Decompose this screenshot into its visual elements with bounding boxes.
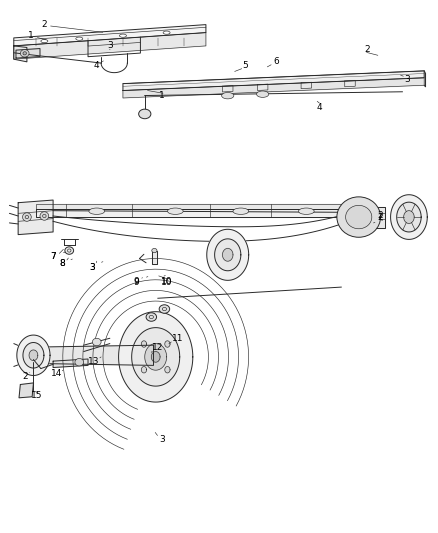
Ellipse shape <box>22 213 31 221</box>
Ellipse shape <box>152 248 157 253</box>
Ellipse shape <box>120 34 127 37</box>
Ellipse shape <box>76 37 83 41</box>
Text: 10: 10 <box>161 278 173 287</box>
Polygon shape <box>123 78 424 98</box>
Polygon shape <box>165 341 170 347</box>
Polygon shape <box>165 367 170 373</box>
Polygon shape <box>35 204 341 209</box>
Polygon shape <box>35 209 341 216</box>
Polygon shape <box>145 344 166 370</box>
Polygon shape <box>391 195 427 239</box>
Ellipse shape <box>146 313 156 321</box>
Text: 2: 2 <box>42 20 47 29</box>
Text: 12: 12 <box>152 343 163 352</box>
Ellipse shape <box>40 212 49 220</box>
Ellipse shape <box>159 305 170 313</box>
Polygon shape <box>141 367 147 373</box>
Text: 11: 11 <box>172 334 183 343</box>
Polygon shape <box>16 49 40 58</box>
Text: 4: 4 <box>94 61 99 70</box>
Polygon shape <box>223 248 233 261</box>
Polygon shape <box>22 345 153 366</box>
Text: 7: 7 <box>50 253 56 261</box>
Ellipse shape <box>233 208 249 214</box>
Polygon shape <box>258 84 268 91</box>
Text: 9: 9 <box>133 277 139 286</box>
Polygon shape <box>215 239 241 271</box>
Ellipse shape <box>92 338 101 346</box>
Text: 3: 3 <box>404 75 410 84</box>
Text: 3: 3 <box>89 263 95 272</box>
Ellipse shape <box>167 208 183 214</box>
Text: 2: 2 <box>378 213 383 222</box>
Polygon shape <box>424 71 426 87</box>
Polygon shape <box>132 328 180 386</box>
Text: 1: 1 <box>159 91 165 100</box>
Text: 3: 3 <box>107 41 113 50</box>
Ellipse shape <box>163 31 170 34</box>
Text: 4: 4 <box>317 102 322 111</box>
Polygon shape <box>19 383 33 398</box>
Ellipse shape <box>89 208 105 214</box>
Ellipse shape <box>139 109 151 119</box>
Ellipse shape <box>346 205 372 229</box>
Polygon shape <box>341 207 385 228</box>
Text: 14: 14 <box>51 369 62 378</box>
Polygon shape <box>53 359 88 368</box>
Text: 15: 15 <box>31 391 42 400</box>
Polygon shape <box>404 211 414 223</box>
Text: 2: 2 <box>365 45 370 54</box>
Text: 8: 8 <box>59 260 65 268</box>
Text: 2: 2 <box>378 211 383 220</box>
Text: 6: 6 <box>273 57 279 66</box>
Polygon shape <box>119 312 193 402</box>
Text: 13: 13 <box>88 357 100 366</box>
Text: 1: 1 <box>28 31 34 40</box>
Text: 10: 10 <box>161 277 173 286</box>
Polygon shape <box>152 251 157 264</box>
Ellipse shape <box>222 93 234 99</box>
Ellipse shape <box>337 197 381 237</box>
Polygon shape <box>141 341 147 347</box>
Ellipse shape <box>75 359 84 366</box>
Polygon shape <box>345 80 355 87</box>
Text: 9: 9 <box>133 278 139 287</box>
Text: 5: 5 <box>242 61 248 70</box>
Polygon shape <box>14 46 27 62</box>
Text: 3: 3 <box>159 435 165 445</box>
Polygon shape <box>18 200 53 235</box>
Polygon shape <box>223 86 233 92</box>
Text: 2: 2 <box>22 372 28 381</box>
Polygon shape <box>151 352 160 362</box>
Polygon shape <box>397 202 421 232</box>
Ellipse shape <box>65 247 74 254</box>
Ellipse shape <box>41 39 48 43</box>
Polygon shape <box>14 25 206 46</box>
Ellipse shape <box>257 91 269 98</box>
Polygon shape <box>123 71 424 91</box>
Polygon shape <box>301 82 311 88</box>
Polygon shape <box>23 343 44 368</box>
Polygon shape <box>14 33 206 59</box>
Polygon shape <box>207 229 249 280</box>
Ellipse shape <box>23 52 26 55</box>
Polygon shape <box>17 335 50 375</box>
Text: 3: 3 <box>89 263 95 272</box>
Text: 7: 7 <box>50 253 56 261</box>
Polygon shape <box>29 350 38 361</box>
Ellipse shape <box>20 50 29 57</box>
Text: 8: 8 <box>59 260 65 268</box>
Ellipse shape <box>298 208 314 214</box>
